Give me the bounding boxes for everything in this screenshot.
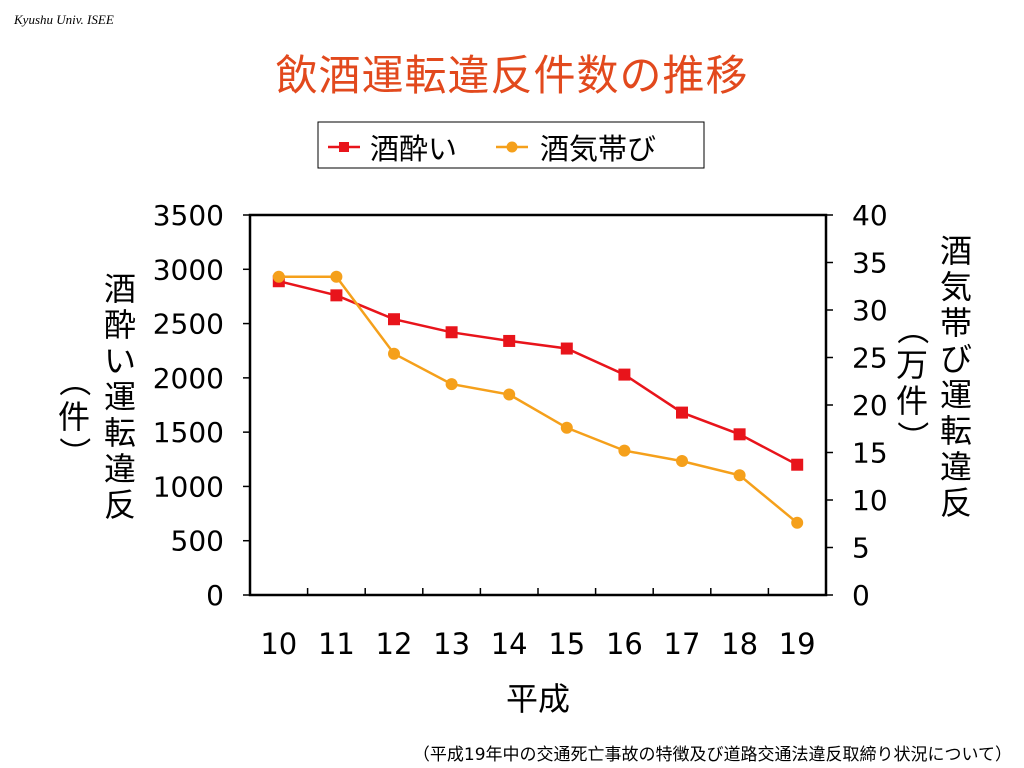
legend-swatch-marker-1 bbox=[506, 141, 518, 153]
x-tick-label: 10 bbox=[260, 627, 297, 661]
data-point-0 bbox=[388, 313, 400, 326]
right-tick-label: 25 bbox=[852, 342, 888, 375]
data-point-1 bbox=[676, 455, 688, 468]
x-tick-label: 13 bbox=[433, 627, 470, 661]
source-footnote: （平成19年中の交通死亡事故の特徴及び道路交通法違反取締り状況について） bbox=[412, 745, 1012, 765]
x-tick-label: 18 bbox=[721, 627, 758, 661]
right-tick-label: 40 bbox=[852, 199, 888, 232]
left-tick-label: 2500 bbox=[153, 308, 224, 341]
legend-label-1: 酒気帯び bbox=[540, 132, 656, 166]
x-axis-title: 平成 bbox=[506, 680, 570, 718]
data-point-0 bbox=[791, 458, 804, 471]
legend-label-0: 酒酔い bbox=[370, 132, 457, 166]
axis-title-char: い bbox=[104, 342, 136, 380]
x-tick-label: 19 bbox=[779, 627, 816, 661]
plot-area bbox=[248, 213, 828, 597]
data-point-1 bbox=[272, 270, 285, 283]
left-tick-label: 1500 bbox=[153, 416, 224, 449]
right-tick-label: 20 bbox=[852, 389, 888, 422]
data-point-1 bbox=[330, 270, 343, 283]
right-tick-label: 10 bbox=[852, 484, 888, 517]
axis-title-char: 反 bbox=[940, 484, 972, 522]
x-tick-label: 15 bbox=[548, 627, 585, 661]
axis-title-char: 運 bbox=[940, 376, 972, 414]
axis-title-char: び bbox=[940, 340, 972, 378]
axis-title-char: 酔 bbox=[104, 306, 136, 344]
right-axis-ticks: 0 5 10 15 20 25 30 35 40 bbox=[826, 199, 888, 612]
axis-title-char: 件 bbox=[58, 398, 90, 436]
axis-title-char: ） bbox=[55, 437, 93, 469]
axis-title-char: 気 bbox=[940, 268, 972, 306]
series-layer bbox=[272, 270, 804, 529]
data-point-1 bbox=[618, 444, 631, 457]
right-tick-label: 0 bbox=[852, 579, 870, 612]
axis-title-char: （ bbox=[893, 313, 931, 345]
series-line-1 bbox=[278, 275, 798, 524]
axis-title-char: （ bbox=[55, 365, 93, 397]
x-ticks: 10 11 12 13 14 15 16 17 18 19 bbox=[260, 588, 816, 661]
x-tick-label: 11 bbox=[318, 627, 355, 661]
left-tick-label: 3000 bbox=[153, 253, 224, 286]
slide-title: 飲酒運転違反件数の推移 bbox=[275, 51, 749, 100]
legend-swatch-marker-0 bbox=[339, 142, 349, 152]
axis-title-char: 反 bbox=[104, 486, 136, 524]
data-point-1 bbox=[733, 469, 746, 482]
axis-title-char: 酒 bbox=[104, 270, 136, 308]
axis-title-char: 万 bbox=[896, 346, 928, 384]
data-point-0 bbox=[560, 342, 573, 355]
axis-title-char: 運 bbox=[104, 378, 136, 416]
axis-title-char: 件 bbox=[896, 382, 928, 420]
axis-title-char: 帯 bbox=[940, 304, 972, 342]
x-tick-label: 12 bbox=[376, 627, 413, 661]
data-point-0 bbox=[503, 334, 516, 347]
axis-title-char: 転 bbox=[104, 414, 136, 452]
data-point-1 bbox=[445, 378, 458, 391]
left-tick-label: 0 bbox=[206, 579, 224, 612]
series-line-0 bbox=[278, 279, 798, 466]
data-point-1 bbox=[388, 347, 400, 360]
left-tick-label: 2000 bbox=[153, 362, 224, 395]
axis-title-char: 転 bbox=[940, 412, 972, 450]
data-point-0 bbox=[445, 326, 458, 339]
data-point-1 bbox=[560, 421, 573, 434]
right-tick-label: 30 bbox=[852, 294, 888, 327]
data-point-0 bbox=[330, 289, 343, 302]
right-tick-label: 15 bbox=[852, 437, 888, 470]
legend: 酒酔い 酒気帯び bbox=[317, 121, 705, 169]
data-point-0 bbox=[733, 428, 746, 441]
axis-title-char: 違 bbox=[104, 450, 136, 488]
credit-text: Kyushu Univ. ISEE bbox=[14, 12, 114, 27]
data-point-0 bbox=[618, 368, 631, 381]
right-tick-label: 5 bbox=[852, 532, 870, 565]
data-point-0 bbox=[676, 406, 688, 419]
axis-title-char: 違 bbox=[940, 448, 972, 486]
left-axis-ticks: 0 500 1000 1500 2000 2500 3000 3500 bbox=[153, 199, 250, 612]
left-tick-label: 3500 bbox=[153, 199, 224, 232]
axis-title-char: 酒 bbox=[940, 232, 972, 270]
left-tick-label: 500 bbox=[171, 525, 224, 558]
data-point-1 bbox=[791, 516, 804, 529]
axis-title-char: ） bbox=[893, 421, 931, 453]
x-tick-label: 17 bbox=[664, 627, 701, 661]
x-tick-label: 16 bbox=[606, 627, 643, 661]
left-tick-label: 1000 bbox=[153, 470, 224, 503]
x-tick-label: 14 bbox=[491, 627, 528, 661]
right-tick-label: 35 bbox=[852, 247, 888, 280]
data-point-1 bbox=[503, 388, 516, 401]
